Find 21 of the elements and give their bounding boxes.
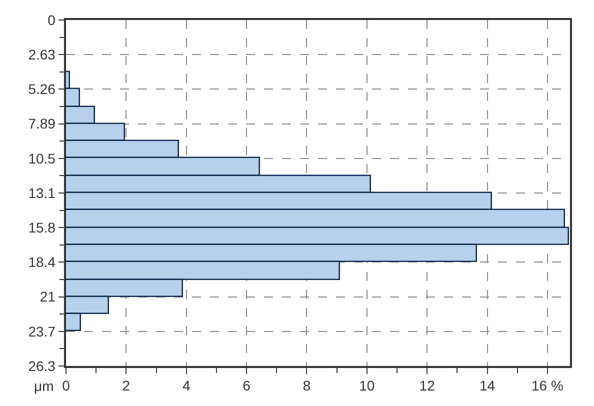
x-tick-label: 8 [302, 378, 311, 394]
x-tick-label: 10 [359, 378, 375, 394]
y-tick-label: 2.63 [28, 46, 56, 62]
y-tick-label: 10.5 [28, 150, 56, 166]
x-tick-label: 6 [242, 378, 251, 394]
y-tick-label: 23.7 [28, 323, 56, 340]
y-tick-label: 21 [40, 288, 56, 305]
y-tick-label: 18.4 [28, 254, 56, 270]
x-tick-label: 12 [419, 378, 436, 394]
y-tick-label: 5.26 [28, 81, 56, 98]
y-tick-label: 7.89 [28, 116, 56, 132]
x-tick-label: 14 [479, 378, 496, 394]
x-tick-label: 4 [182, 378, 190, 394]
y-tick-label: 26.3 [28, 358, 56, 374]
y-tick-label: 15.8 [28, 220, 56, 236]
y-tick-label: 13.1 [28, 184, 56, 201]
y-tick-label: 0 [48, 12, 56, 28]
x-tick-label: 16 % [531, 378, 564, 394]
x-tick-label: 0 [62, 378, 70, 394]
x-tick-label: 2 [122, 378, 130, 394]
y-axis-title: μm [34, 378, 54, 394]
